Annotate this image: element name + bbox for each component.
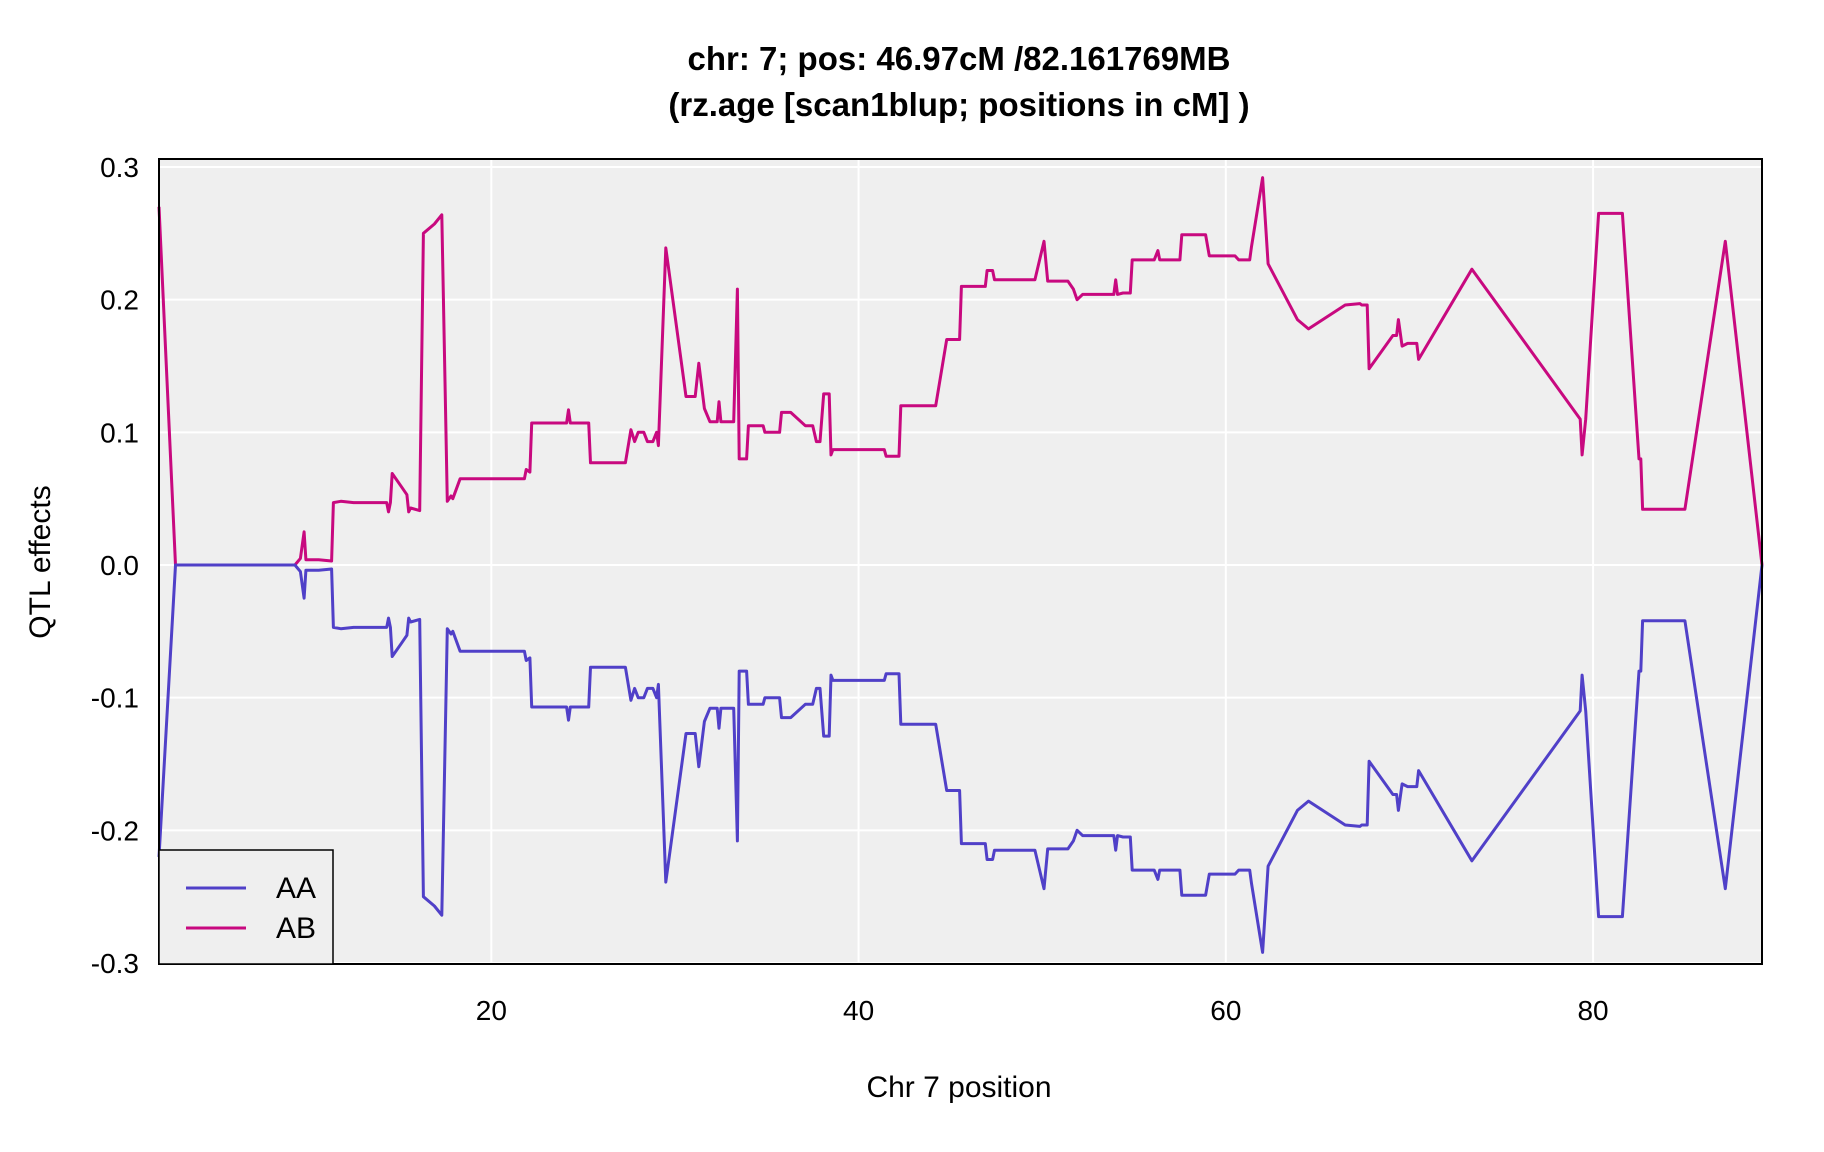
y-tick-label: -0.2 bbox=[91, 815, 139, 846]
x-tick-label: 20 bbox=[476, 995, 507, 1026]
y-axis-label: QTL effects bbox=[24, 485, 57, 638]
legend-box bbox=[158, 849, 334, 965]
x-tick-label: 60 bbox=[1210, 995, 1241, 1026]
series-lines bbox=[157, 176, 1764, 954]
y-tick-label: 0.0 bbox=[100, 550, 139, 581]
x-axis-ticks: 20 40 60 80 bbox=[476, 995, 1609, 1026]
x-axis-label: Chr 7 position bbox=[866, 1071, 1051, 1104]
x-tick-label: 40 bbox=[843, 995, 874, 1026]
chart-title: chr: 7; pos: 46.97cM /82.161769MB bbox=[688, 40, 1231, 77]
y-tick-label: -0.1 bbox=[91, 683, 139, 714]
y-tick-label: -0.3 bbox=[91, 948, 139, 979]
x-tick-label: 80 bbox=[1577, 995, 1608, 1026]
legend-label-ab: AB bbox=[276, 912, 316, 945]
y-tick-label: 0.3 bbox=[100, 152, 139, 183]
y-tick-label: 0.1 bbox=[100, 417, 139, 448]
legend-label-aa: AA bbox=[276, 872, 316, 905]
plot-frame bbox=[158, 158, 1763, 965]
legend: AA AB bbox=[158, 849, 334, 965]
series-line-aa bbox=[157, 563, 1764, 954]
series-line-ab bbox=[157, 176, 1764, 567]
y-axis-ticks: -0.3 -0.2 -0.1 0.0 0.1 0.2 0.3 bbox=[91, 152, 139, 979]
y-tick-label: 0.2 bbox=[100, 285, 139, 316]
chart-subtitle: (rz.age [scan1blup; positions in cM] ) bbox=[668, 86, 1249, 123]
